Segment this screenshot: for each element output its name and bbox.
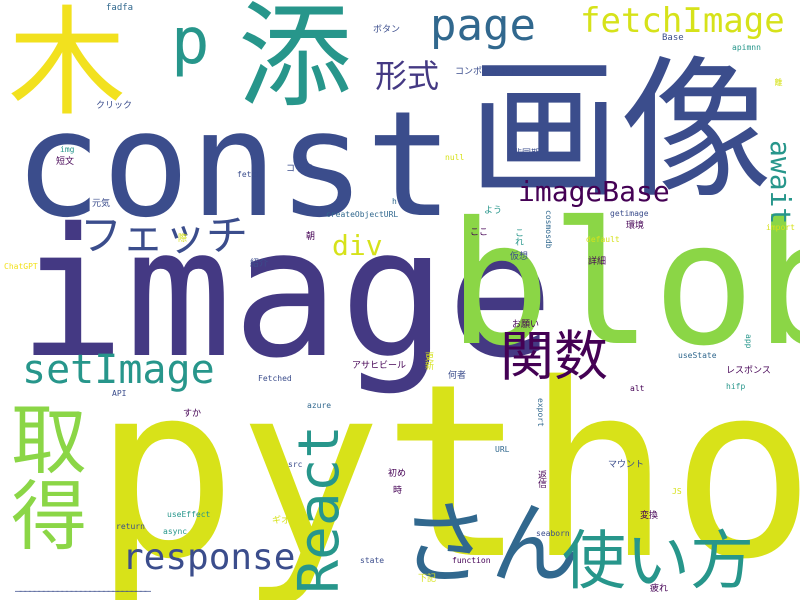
word-import: import — [766, 223, 795, 232]
word-component: コンポーネント — [455, 67, 519, 77]
word-kore: これ — [513, 228, 523, 246]
word-setImage: setImage — [22, 347, 215, 393]
word-useeffect: useEffect — [167, 510, 211, 519]
word-fetchImage: fetchImage — [580, 1, 785, 41]
word-null: null — [445, 153, 465, 162]
word-seaborn: seaborn — [536, 529, 570, 538]
word-response-jp: レスポンス — [726, 366, 771, 376]
word-keishiki: 形式 — [375, 57, 440, 95]
word-koushin: 更新 — [423, 352, 433, 370]
word-nanimono: 何者 — [448, 371, 467, 381]
word-kaso: 仮想 — [510, 252, 529, 262]
word-shosai: 詳細 — [588, 257, 607, 267]
word-tsukaikata: 使い方 — [562, 525, 754, 599]
word-usestate: useState — [678, 351, 717, 360]
word-onegai: お願い — [512, 320, 540, 330]
word-app: app — [744, 334, 753, 349]
word-asa: 朝 — [306, 232, 316, 242]
word-apimnn: apimnn — [732, 43, 761, 52]
word-tanbun: 短文 — [56, 157, 75, 167]
word-mount: マウント — [608, 460, 645, 470]
word-fetch: fetch — [237, 170, 262, 179]
word-ten: 添 — [238, 0, 353, 123]
word-asahi: アサヒビール — [352, 361, 407, 371]
word-shutoku: 取得 — [0, 400, 87, 552]
word-export: export — [536, 398, 545, 427]
word-henkyaku: 返信 — [536, 470, 546, 488]
word-async: async — [163, 527, 188, 536]
word-shokai: 紹介 — [250, 259, 269, 269]
word-imageBase: imageBase — [518, 175, 670, 208]
word-you: よう — [484, 206, 503, 216]
word-blob: blob — [448, 186, 800, 384]
word-suka: すか — [183, 409, 202, 419]
word-image: image — [18, 190, 554, 397]
word-page: page — [430, 0, 536, 51]
word-url: URL — [495, 445, 510, 454]
word-response: response — [122, 537, 296, 578]
word-const: const — [14, 80, 454, 250]
word-kaki: 下記 — [418, 574, 437, 584]
word-createObjectURL: createObjectURL — [326, 210, 399, 219]
word-toki: 時 — [393, 486, 403, 496]
word-chatgpt: ChatGPT — [4, 262, 38, 271]
word-p: p — [171, 5, 210, 79]
word-code: コード — [286, 164, 314, 174]
word-src: src — [288, 460, 303, 469]
word-getimage: getimage — [610, 209, 649, 218]
word-fetched: Fetched — [258, 374, 292, 383]
word-kankyo: 環境 — [626, 221, 645, 231]
word-botan: ボタン — [373, 25, 401, 35]
word-gio: ギオ — [272, 516, 291, 526]
word-click: クリック — [96, 101, 133, 111]
word-azure: azure — [307, 401, 332, 410]
word-default: default — [586, 235, 620, 244]
word-await: await — [764, 140, 797, 225]
word-base-small: Base — [662, 33, 684, 43]
word-dashes: ————————————————————————————— — [15, 584, 151, 597]
word-react: React — [287, 425, 352, 594]
word-kansu: 関数 — [500, 325, 608, 388]
word-sai: 際 — [178, 234, 188, 244]
word-hidoki: 非同期 — [513, 149, 541, 159]
word-div: div — [332, 229, 383, 262]
word-state: state — [360, 556, 385, 565]
word-san: さん — [400, 492, 580, 597]
word-hajime: 初め — [388, 469, 407, 479]
word-fadfa: fadfa — [106, 3, 134, 13]
word-tsukare: 疲れ — [650, 584, 669, 594]
word-python: python — [93, 332, 800, 600]
word-alt: alt — [630, 384, 645, 393]
word-fetch-kana: フェッチ — [80, 211, 249, 260]
word-js: JS — [672, 487, 682, 496]
word-koko: ここ — [470, 228, 489, 238]
word-henkan: 変換 — [640, 511, 659, 521]
word-api: API — [112, 389, 127, 398]
word-return: return — [116, 522, 145, 531]
word-ki: 木 — [8, 0, 127, 132]
word-genki: 元気 — [92, 199, 111, 209]
word-cosmosdb: cosmosdb — [544, 210, 553, 249]
word-gazou: 画像 — [468, 42, 772, 219]
word-hifp: hifp — [726, 382, 746, 391]
word-ri: 離 — [774, 78, 783, 86]
word-function: function — [452, 556, 491, 565]
word-img: img — [60, 145, 75, 154]
word-h: h — [392, 197, 397, 206]
